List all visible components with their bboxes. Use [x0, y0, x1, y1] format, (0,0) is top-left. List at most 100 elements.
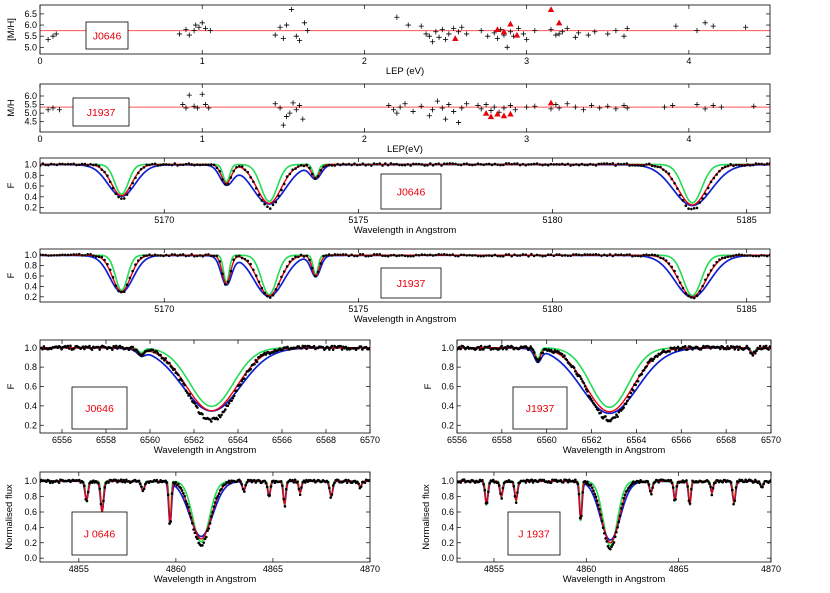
observed-flux-point	[207, 253, 210, 256]
observed-flux-point	[120, 197, 123, 200]
observed-flux-point	[66, 344, 70, 348]
abundance-point	[191, 28, 197, 34]
observed-flux-point	[560, 162, 564, 166]
abundance-point	[673, 23, 679, 29]
observed-flux-point	[704, 278, 707, 282]
observed-flux-point	[218, 415, 222, 419]
observed-flux-point	[459, 163, 463, 167]
observed-flux-point	[414, 253, 418, 257]
abundance-point	[556, 105, 562, 111]
axes-frame	[39, 339, 371, 434]
observed-flux-point	[345, 481, 349, 484]
observed-flux-point	[99, 502, 103, 506]
x-axis-label: Wavelength in Angstrom	[354, 314, 457, 325]
x-tick-label: 6560	[537, 435, 557, 445]
observed-flux-point	[253, 478, 256, 482]
observed-flux-point	[240, 165, 244, 168]
observed-flux-point	[165, 253, 168, 257]
observed-flux-point	[420, 253, 424, 256]
observed-flux-point	[473, 253, 477, 257]
observed-flux-point	[633, 254, 637, 258]
observed-flux-point	[193, 254, 196, 258]
abundance-point	[186, 32, 192, 38]
abundance-point	[186, 92, 192, 98]
abundance-point	[436, 34, 442, 40]
observed-flux-point	[142, 487, 146, 491]
observed-flux-point	[555, 253, 558, 256]
observed-flux-point	[763, 254, 766, 257]
y-tick-label: 0.8	[441, 362, 454, 372]
x-tick-label: 5180	[543, 304, 563, 314]
observed-flux-point	[389, 254, 393, 257]
observed-flux-point	[650, 253, 654, 257]
observed-flux-point	[417, 254, 421, 257]
observed-flux-point	[462, 253, 466, 257]
x-tick-label: 4870	[360, 564, 380, 574]
observed-flux-point	[274, 200, 278, 204]
x-tick-label: 4870	[761, 564, 781, 574]
highlight-point	[494, 26, 501, 33]
observed-flux-point	[715, 260, 718, 264]
observed-flux-point	[686, 485, 689, 488]
observed-flux-point	[751, 354, 755, 357]
observed-flux-point	[190, 253, 193, 256]
observed-flux-point	[656, 254, 659, 257]
y-tick-label: 0.8	[24, 170, 37, 180]
observed-flux-point	[44, 163, 47, 167]
observed-flux-point	[128, 276, 132, 280]
observed-flux-point	[651, 486, 654, 489]
plot-area	[40, 478, 370, 547]
observed-flux-point	[181, 163, 185, 167]
observed-flux-point	[403, 254, 407, 258]
abundance-point	[280, 122, 286, 128]
highlight-point	[507, 110, 514, 117]
observed-flux-point	[100, 255, 104, 259]
star-label: J0646	[85, 403, 114, 415]
observed-flux-point	[758, 344, 762, 348]
observed-flux-point	[106, 174, 109, 177]
observed-flux-point	[541, 254, 544, 258]
observed-flux-point	[757, 347, 761, 351]
abundance-point	[478, 106, 484, 112]
observed-flux-point	[434, 162, 438, 166]
observed-flux-point	[179, 486, 183, 490]
observed-flux-point	[625, 253, 629, 256]
abundance-point	[402, 101, 408, 107]
observed-flux-point	[80, 162, 84, 166]
observed-flux-point	[92, 254, 95, 257]
observed-flux-point	[355, 163, 359, 167]
observed-flux-point	[574, 163, 578, 166]
observed-flux-point	[148, 253, 151, 256]
abundance-point	[305, 28, 311, 34]
observed-flux-point	[686, 348, 689, 351]
observed-flux-point	[170, 492, 174, 495]
observed-flux-point	[555, 163, 558, 166]
observed-flux-point	[108, 268, 112, 272]
observed-flux-point	[511, 480, 514, 484]
observed-flux-point	[625, 489, 629, 492]
plot-area	[40, 252, 770, 300]
observed-flux-point	[333, 253, 337, 256]
abundance-point	[277, 24, 283, 30]
observed-flux-point	[103, 170, 106, 174]
observed-flux-point	[212, 163, 216, 167]
observed-flux-point	[510, 162, 513, 166]
observed-flux-point	[617, 162, 620, 166]
observed-flux-point	[254, 481, 258, 484]
observed-flux-point	[92, 479, 95, 483]
observed-flux-point	[594, 252, 598, 256]
observed-flux-point	[501, 486, 505, 490]
observed-flux-point	[744, 346, 747, 350]
y-tick-label: 0.2	[441, 538, 454, 548]
observed-flux-point	[361, 162, 365, 165]
observed-flux-point	[414, 162, 418, 166]
observed-flux-point	[114, 284, 118, 288]
observed-flux-point	[674, 497, 677, 501]
abundance-point	[718, 104, 724, 110]
observed-flux-point	[619, 162, 623, 166]
abundance-point	[710, 102, 716, 109]
abundance-point	[386, 102, 392, 109]
observed-flux-point	[760, 162, 763, 166]
observed-flux-point	[333, 164, 337, 167]
observed-flux-point	[331, 348, 335, 351]
